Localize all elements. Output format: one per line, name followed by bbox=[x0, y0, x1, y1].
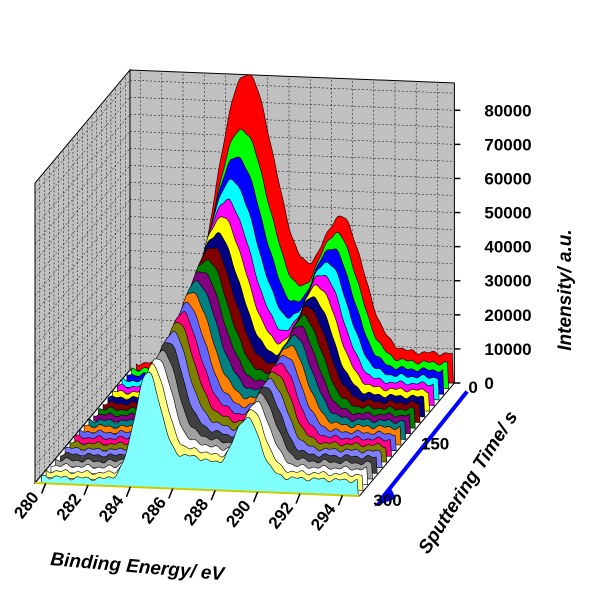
front-baseline bbox=[34, 482, 360, 498]
x-tick bbox=[252, 491, 259, 503]
grid-line-side bbox=[34, 131, 131, 245]
grid-line-side bbox=[34, 267, 131, 381]
y-tick-label: 60000 bbox=[484, 169, 531, 188]
x-tick-label: 286 bbox=[138, 493, 170, 527]
y-tick-label: 50000 bbox=[484, 204, 531, 223]
grid-line-side bbox=[34, 182, 131, 296]
x-tick-label: 284 bbox=[95, 491, 128, 525]
grid-line-side bbox=[34, 250, 131, 364]
arrow-head bbox=[374, 486, 397, 507]
data-curves bbox=[41, 74, 454, 497]
x-tick-label: 292 bbox=[265, 498, 297, 532]
x-tick bbox=[210, 489, 216, 501]
y-tick-label: 80000 bbox=[484, 101, 531, 120]
grid-line-side bbox=[34, 335, 131, 450]
x-tick-label: 294 bbox=[307, 500, 340, 534]
x-tick-label: 282 bbox=[53, 490, 85, 524]
x-tick-label: 290 bbox=[222, 497, 254, 531]
grid-line-side bbox=[34, 318, 131, 433]
x-tick bbox=[83, 484, 89, 496]
z-tick-label: 300 bbox=[373, 491, 401, 510]
y-tick-label: 30000 bbox=[484, 272, 531, 291]
x-tick bbox=[168, 488, 174, 499]
y-tick-label: 10000 bbox=[484, 340, 531, 359]
chart-axes bbox=[34, 109, 469, 507]
x-tick bbox=[125, 486, 132, 498]
grid-line-side bbox=[34, 199, 131, 313]
y-tick-label: 20000 bbox=[484, 306, 531, 325]
y-tick-label: 70000 bbox=[484, 135, 531, 154]
z-axis-title: Sputtering Time/ s bbox=[415, 408, 523, 558]
y-axis-title: Intensity/ a.u. bbox=[555, 229, 576, 350]
x-tick bbox=[295, 493, 301, 504]
y-tick-label: 40000 bbox=[484, 238, 531, 257]
x-tick-label: 288 bbox=[180, 495, 212, 529]
sputtering-time-arrow bbox=[378, 390, 469, 502]
x-tick bbox=[40, 483, 47, 494]
x-axis-title: Binding Energy/ eV bbox=[50, 549, 227, 585]
x-tick bbox=[337, 495, 344, 506]
x-tick-label: 280 bbox=[10, 488, 42, 522]
grid-line-side bbox=[34, 114, 131, 228]
z-tick-label: 0 bbox=[468, 378, 477, 397]
z-tick-label: 150 bbox=[421, 435, 449, 454]
y-tick-label: 0 bbox=[484, 374, 493, 393]
